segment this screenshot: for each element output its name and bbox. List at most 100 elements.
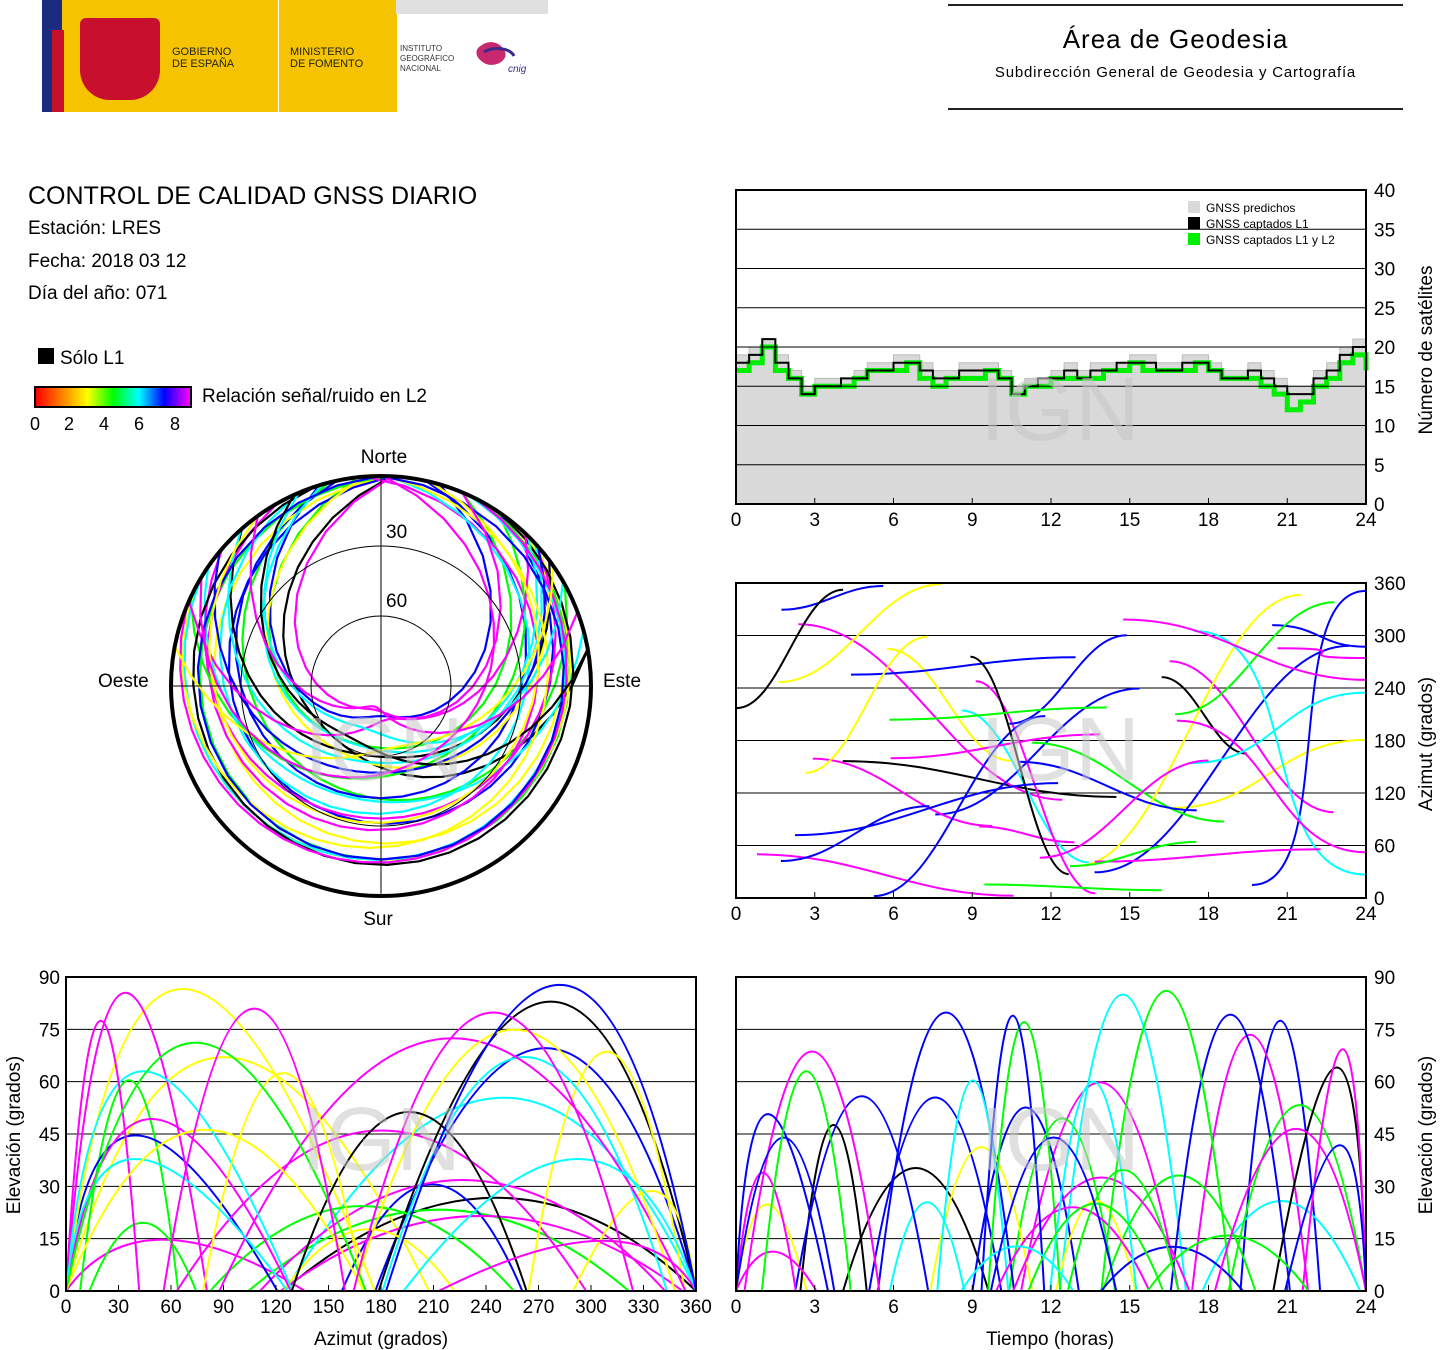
sky-track	[179, 497, 568, 864]
y-tick-label: 0	[49, 1282, 60, 1303]
y-tick-label: 15	[1374, 377, 1395, 398]
elev-time-track	[995, 1206, 1151, 1292]
legend-l1l2: GNSS captados L1 y L2	[1206, 233, 1335, 247]
y-tick-label: 90	[1374, 968, 1395, 989]
elev-az-track	[65, 991, 208, 1292]
x-tick-label: 9	[967, 510, 978, 531]
azimuth-track	[984, 883, 1162, 892]
logo-divider	[278, 0, 279, 112]
snr-tick-6: 6	[134, 414, 145, 434]
x-tick-label: 150	[313, 1297, 345, 1318]
ign-line1: INSTITUTO	[400, 44, 443, 53]
sky-track	[218, 475, 532, 816]
y-tick-label: 30	[39, 1177, 60, 1198]
x-tick-label: 0	[731, 510, 742, 531]
azimuth-track	[1009, 634, 1127, 725]
watermark-azt: IGN	[980, 700, 1140, 800]
x-tick-label: 3	[809, 510, 820, 531]
x-tick-label: 15	[1119, 904, 1140, 925]
compass-south: Sur	[363, 909, 393, 930]
area-subtitle: Subdirección General de Geodesia y Carto…	[994, 64, 1357, 81]
y-tick-label: 75	[1374, 1020, 1395, 1041]
elev-time-track	[936, 1079, 1010, 1292]
y-tick-label: 35	[1374, 220, 1395, 241]
x-tick-label: 24	[1355, 904, 1377, 925]
elev-time-track	[1012, 1176, 1191, 1292]
elev-az-track	[65, 1128, 365, 1292]
elev-time-track	[1239, 1019, 1322, 1292]
elev-time-track	[735, 1113, 829, 1292]
x-tick-label: 270	[523, 1297, 555, 1318]
sky-track	[196, 474, 565, 861]
azimuth-track	[1176, 719, 1367, 854]
x-tick-label: 21	[1277, 510, 1298, 531]
sky-track	[173, 566, 555, 760]
et-xlabel: Tiempo (horas)	[986, 1329, 1114, 1350]
elev-time-track	[1146, 1234, 1310, 1292]
watermark-sky: IGN	[304, 700, 464, 800]
report-title: CONTROL DE CALIDAD GNSS DIARIO	[28, 182, 478, 210]
elev-az-track	[202, 1072, 365, 1292]
legend-predicted: GNSS predichos	[1206, 201, 1295, 215]
cnig-text: cnig	[508, 64, 527, 75]
azimuth-track	[1069, 840, 1197, 868]
azimuth-track	[778, 583, 942, 684]
y-tick-label: 20	[1374, 338, 1395, 359]
elev-time-track	[1227, 1104, 1367, 1292]
elev-az-track	[284, 1096, 697, 1292]
y-tick-label: 25	[1374, 299, 1395, 320]
azimuth-track	[1190, 691, 1367, 765]
elev-time-track	[760, 1070, 852, 1292]
elev-time-track	[1213, 1128, 1367, 1292]
azimuth-track	[975, 680, 1096, 895]
legend-swatch-l1l2	[1188, 233, 1200, 245]
azimuth-track	[842, 760, 1117, 798]
ring-30-label: 30	[386, 522, 407, 543]
watermark-sats: IGN	[980, 360, 1140, 460]
elev-time-track	[868, 1096, 1003, 1292]
x-tick-label: 21	[1277, 904, 1298, 925]
y-tick-label: 30	[1374, 260, 1395, 281]
elev-az-track	[65, 988, 376, 1292]
elev-az-track	[438, 1239, 697, 1292]
elev-az-track	[176, 1129, 587, 1292]
y-tick-label: 75	[39, 1020, 60, 1041]
azimuth-track	[798, 623, 1063, 801]
azimuth-track	[979, 825, 1075, 844]
snr-tick-4: 4	[99, 414, 110, 434]
x-tick-label: 24	[1355, 1297, 1377, 1318]
elev-time-track	[735, 1250, 818, 1292]
y-tick-label: 120	[1374, 784, 1406, 805]
x-tick-label: 30	[108, 1297, 129, 1318]
elev-az-track	[88, 1221, 198, 1292]
header-rule-top	[948, 4, 1403, 6]
x-tick-label: 21	[1277, 1297, 1298, 1318]
y-tick-label: 15	[39, 1230, 60, 1251]
y-tick-label: 40	[1374, 181, 1395, 202]
elev-time-track	[1201, 1200, 1361, 1292]
elev-az-track	[352, 1011, 634, 1292]
watermark-et: IGN	[980, 1090, 1140, 1190]
elev-az-track	[402, 1158, 697, 1292]
x-tick-label: 15	[1119, 510, 1140, 531]
x-tick-label: 18	[1198, 904, 1219, 925]
gov-line1: GOBIERNO	[172, 46, 232, 58]
azimuth-track	[1031, 741, 1225, 823]
solo-l1-label: Sólo L1	[60, 348, 125, 369]
snr-tick-8: 8	[170, 414, 181, 434]
sky-track	[249, 515, 579, 735]
station-label: Estación: LRES	[28, 218, 162, 239]
y-tick-label: 15	[1374, 1230, 1395, 1251]
elev-time-track	[989, 1136, 1118, 1292]
y-tick-label: 0	[1374, 1282, 1385, 1303]
elev-time-track	[1027, 1202, 1165, 1292]
elev-time-track	[1066, 1168, 1180, 1292]
sky-track	[208, 480, 540, 824]
azimuth-track	[1161, 676, 1248, 755]
legend-l1: GNSS captados L1	[1206, 217, 1309, 231]
azimuth-track	[1172, 738, 1367, 809]
sky-track	[203, 542, 557, 820]
x-tick-label: 3	[809, 1297, 820, 1318]
